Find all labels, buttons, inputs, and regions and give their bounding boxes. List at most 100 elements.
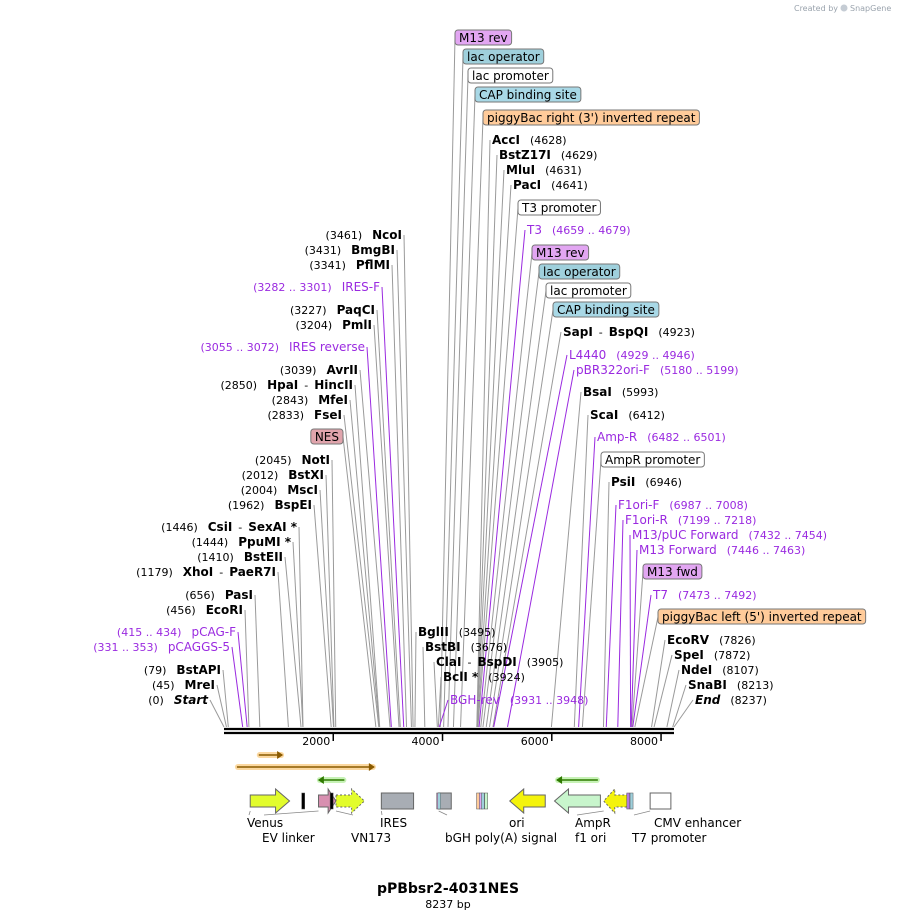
legend-connector	[248, 810, 251, 816]
feature-label-lac-promoter[interactable]: lac promoter	[467, 67, 554, 84]
primer-label-f1ori-f[interactable]: F1ori-F (6987 .. 7008)	[618, 498, 748, 512]
orf-arrow[interactable]	[555, 776, 600, 784]
leader-line	[254, 594, 261, 728]
orf-arrow[interactable]	[234, 763, 376, 771]
site-label-bspei[interactable]: (1962) BspEI	[228, 498, 312, 512]
site-label-bstapi[interactable]: (79) BstAPI	[144, 663, 221, 677]
primer-label-ires-reverse[interactable]: (3055 .. 3072) IRES reverse	[200, 340, 365, 354]
feature-ires[interactable]	[380, 792, 415, 810]
leader-line	[231, 646, 244, 728]
primer-label-t7[interactable]: T7 (7473 .. 7492)	[652, 588, 757, 602]
site-label-avrii[interactable]: (3039) AvrII	[280, 363, 358, 377]
label-name: XhoI	[183, 565, 214, 579]
site-label-noti[interactable]: (2045) NotI	[255, 453, 330, 467]
label-position: (7473 .. 7492)	[678, 589, 757, 602]
site-label-pflmi[interactable]: (3341) PflMI	[309, 258, 390, 272]
feature-label-ampr-promoter[interactable]: AmpR promoter	[600, 451, 705, 468]
site-label-snabi[interactable]: SnaBI (8213)	[688, 678, 773, 692]
site-label-scai[interactable]: ScaI (6412)	[590, 408, 665, 422]
site-label-bsai[interactable]: BsaI (5993)	[583, 385, 658, 399]
feature-marker	[481, 792, 485, 810]
feature-vn173[interactable]	[335, 787, 366, 815]
site-label-bstz17i[interactable]: BstZ17I (4629)	[499, 148, 597, 162]
site-label-pmli[interactable]: (3204) PmlI	[296, 318, 372, 332]
leader-line	[359, 369, 391, 728]
site-label-mrei[interactable]: (45) MreI	[152, 678, 215, 692]
site-label-ncoi[interactable]: (3461) NcoI	[326, 228, 402, 242]
site-label-bsteii[interactable]: (1410) BstEII	[197, 550, 283, 564]
site-label-bcli[interactable]: BclI * (3924)	[443, 670, 525, 684]
primer-label-bgh-rev[interactable]: BGH-rev (3931 .. 3948)	[450, 693, 588, 707]
feature-label-lac-operator[interactable]: lac operator	[462, 48, 545, 65]
primer-label-f1ori-r[interactable]: F1ori-R (7199 .. 7218)	[625, 513, 756, 527]
orf-arrow[interactable]	[316, 776, 347, 784]
feature-ampr[interactable]	[553, 787, 601, 815]
site-label-sapi[interactable]: SapI - BspQI (4923)	[563, 325, 695, 339]
site-label-paqci[interactable]: (3227) PaqCI	[290, 303, 375, 317]
label-name: EcoRI	[206, 603, 243, 617]
leader-line	[478, 229, 526, 728]
site-label-ecori[interactable]: (456) EcoRI	[166, 603, 243, 617]
site-label-spei[interactable]: SpeI (7872)	[674, 648, 750, 662]
feature-f1-ori[interactable]	[603, 787, 629, 815]
site-label-bglii[interactable]: BglII (3495)	[418, 625, 495, 639]
site-label-mfei[interactable]: (2843) MfeI	[272, 393, 348, 407]
primer-label-ires-f[interactable]: (3282 .. 3301) IRES-F	[253, 280, 380, 294]
primer-label-amp-r[interactable]: Amp-R (6482 .. 6501)	[597, 430, 726, 444]
primer-label-pcaggs-5[interactable]: (331 .. 353) pCAGGS-5	[93, 640, 230, 654]
leader-line	[617, 519, 624, 728]
feature-label-lac-promoter[interactable]: lac promoter	[545, 282, 632, 299]
orf-arrow[interactable]	[256, 751, 285, 759]
feature-label-text: CAP binding site	[479, 88, 577, 102]
site-label-mlui[interactable]: MluI (4631)	[506, 163, 582, 177]
feature-cmv-enhancer[interactable]	[649, 792, 672, 810]
site-label-start[interactable]: (0) Start	[148, 693, 209, 707]
site-label-pasi[interactable]: (656) PasI	[185, 588, 253, 602]
feature-label-nes[interactable]: NES	[310, 428, 344, 445]
primer-label-m13-puc-forward[interactable]: M13/pUC Forward (7432 .. 7454)	[632, 528, 827, 542]
feature-ori[interactable]	[508, 787, 546, 815]
site-label-ppumi[interactable]: (1444) PpuMI *	[192, 535, 292, 549]
site-label-end[interactable]: End (8237)	[695, 693, 767, 707]
label-position: (6987 .. 7008)	[669, 499, 748, 512]
label-name: SpeI	[674, 648, 704, 662]
feature-shape	[553, 787, 601, 815]
site-label-msci[interactable]: (2004) MscI	[241, 483, 318, 497]
site-label-paci[interactable]: PacI (4641)	[513, 178, 588, 192]
feature-label-box	[482, 109, 700, 126]
feature-venus[interactable]	[249, 787, 291, 815]
label-position: (1962)	[228, 499, 265, 512]
primer-label-pcag-f[interactable]: (415 .. 434) pCAG-F	[117, 625, 236, 639]
site-label-psii[interactable]: PsiI (6946)	[611, 475, 682, 489]
primer-label-m13-forward[interactable]: M13 Forward (7446 .. 7463)	[639, 543, 805, 557]
feature-label-lac-operator[interactable]: lac operator	[538, 263, 621, 280]
primer-label-pbr322ori-f[interactable]: pBR322ori-F (5180 .. 5199)	[576, 363, 739, 377]
feature-label-piggybac-left-5-inverted-repeat[interactable]: piggyBac left (5') inverted repeat	[657, 608, 867, 625]
feature-label-m13-rev[interactable]: M13 rev	[454, 29, 513, 46]
primer-label-t3[interactable]: T3 (4659 .. 4679)	[526, 223, 631, 237]
site-label-hpai[interactable]: (2850) HpaI - HincII	[220, 378, 353, 392]
label-name: BspDI	[477, 655, 516, 669]
site-label-ecorv[interactable]: EcoRV (7826)	[667, 633, 756, 647]
site-label-bstxi[interactable]: (2012) BstXI	[242, 468, 324, 482]
leader-line	[629, 534, 632, 728]
primer-label-l4440[interactable]: L4440 (4929 .. 4946)	[569, 348, 695, 362]
feature-label-box	[552, 301, 660, 318]
feature-label-m13-rev[interactable]: M13 rev	[531, 244, 590, 261]
feature-label-m13-fwd[interactable]: M13 fwd	[642, 563, 703, 580]
feature-label-cap-binding-site[interactable]: CAP binding site	[474, 86, 582, 103]
site-label-acci[interactable]: AccI (4628)	[492, 133, 567, 147]
site-label-ndei[interactable]: NdeI (8107)	[681, 663, 759, 677]
leader-line	[651, 639, 666, 728]
site-label-fsei[interactable]: (2833) FseI	[267, 408, 342, 422]
feature-label-cap-binding-site[interactable]: CAP binding site	[552, 301, 660, 318]
site-label-xhoi[interactable]: (1179) XhoI - PaeR7I	[136, 565, 276, 579]
label-position: (3227)	[290, 304, 327, 317]
site-label-bmgbi[interactable]: (3431) BmgBI	[305, 243, 395, 257]
feature-label-t3-promoter[interactable]: T3 promoter	[517, 199, 601, 216]
label-position: (79)	[144, 664, 167, 677]
site-label-bstbi[interactable]: BstBI (3676)	[425, 640, 507, 654]
site-label-clai[interactable]: ClaI - BspDI (3905)	[436, 655, 563, 669]
site-label-csii[interactable]: (1446) CsiI - SexAI *	[161, 520, 298, 534]
feature-label-piggybac-right-3-inverted-repeat[interactable]: piggyBac right (3') inverted repeat	[482, 109, 700, 126]
